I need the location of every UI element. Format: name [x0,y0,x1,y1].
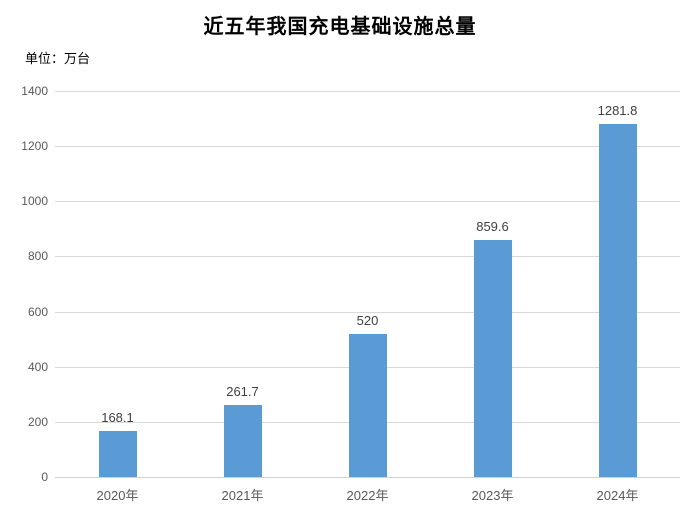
y-axis-tick-label: 600 [27,304,48,319]
gridline [55,311,680,313]
x-axis-tick-label: 2021年 [221,488,264,503]
bar-value-label: 520 [356,312,379,328]
bar-2022年 [348,333,387,477]
gridline [55,91,680,92]
y-axis-tick-label: 200 [27,414,48,429]
gridline [55,201,680,203]
y-axis-tick-label: 400 [27,359,48,374]
bar-value-label: 261.7 [226,383,259,399]
y-axis-tick-label: 1400 [21,84,48,98]
plot-area: 0 200 400 600 800 1000 1200 1400 168.1 2020年 261.7… [21,84,680,503]
unit-label: 单位：万台 [25,51,91,66]
x-axis-tick-label: 2022年 [346,488,389,503]
bar-2021年 [223,404,262,477]
bar-value-label: 859.6 [476,218,509,234]
y-axis-tick-label: 1200 [21,139,48,154]
y-axis-tick-label: 800 [27,249,48,264]
bar-2020年 [98,430,137,477]
y-axis-tick-label: 0 [41,470,48,484]
chart-title: 近五年我国充电基础设施总量 [203,16,477,38]
gridline [55,256,680,258]
bar-value-label: 168.1 [101,409,134,425]
bar-2024年 [598,123,637,477]
bar-value-label: 1281.8 [597,102,638,118]
x-axis-tick-label: 2023年 [471,488,514,503]
x-axis-tick-label: 2020年 [96,488,139,503]
x-axis-tick-label: 2024年 [596,488,639,503]
bar-2023年 [473,240,512,477]
x-axis-line [55,477,680,478]
y-axis-tick-label: 1000 [21,194,48,209]
gridline [55,146,680,148]
